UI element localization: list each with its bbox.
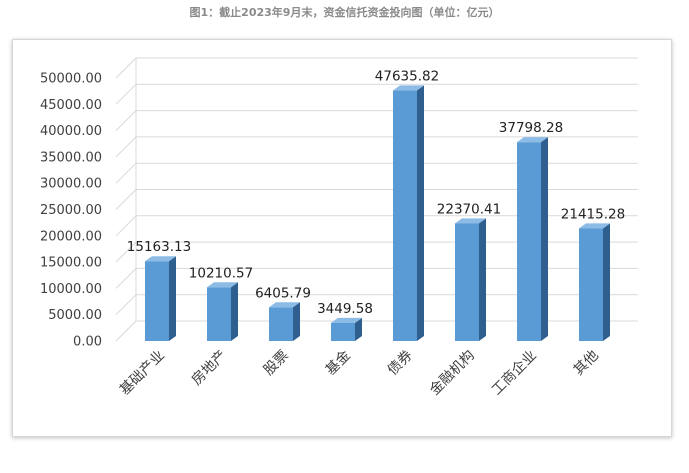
y-tick-label: 30000.00 <box>40 177 102 192</box>
bar <box>331 317 362 341</box>
bar-front <box>207 287 231 341</box>
bar <box>145 256 176 341</box>
bar-top <box>145 256 176 262</box>
bar <box>269 302 300 341</box>
x-tick-label: 基础产业 <box>116 347 168 399</box>
x-tick-label: 其他 <box>571 348 602 379</box>
bar <box>517 137 548 341</box>
bar-front <box>517 142 541 341</box>
data-label: 37798.28 <box>499 120 563 136</box>
bar-front <box>455 223 479 341</box>
bar-top <box>269 302 300 308</box>
data-label: 47635.82 <box>375 68 439 84</box>
bar-side <box>541 137 548 341</box>
y-tick-label: 40000.00 <box>40 124 102 139</box>
gridlines <box>115 57 638 342</box>
data-label: 15163.13 <box>127 239 191 255</box>
y-tick-label: 10000.00 <box>40 282 102 297</box>
x-tick-label: 股票 <box>261 348 292 379</box>
gridline-depth <box>115 110 137 131</box>
x-tick-label: 工商企业 <box>488 347 540 399</box>
bar-side <box>417 85 424 342</box>
bar-side <box>603 223 610 341</box>
gridline-depth <box>115 189 137 210</box>
x-tick-label: 基金 <box>322 347 354 379</box>
gridline-depth <box>115 294 137 316</box>
chart-title: 图1：截止2023年9月末，资金信托资金投向图（单位：亿元） <box>189 6 500 19</box>
bars <box>145 85 610 342</box>
y-tick-label: 0.00 <box>73 335 102 350</box>
y-tick-label: 50000.00 <box>40 72 102 87</box>
bar-top <box>517 137 548 143</box>
bar-front <box>145 261 169 341</box>
gridline-depth <box>115 83 137 105</box>
y-tick-label: 15000.00 <box>40 256 102 271</box>
bar-top <box>455 218 486 224</box>
bar <box>455 218 486 341</box>
data-label: 3449.58 <box>317 301 373 317</box>
gridline-depth <box>115 162 137 184</box>
gridline-depth <box>115 320 137 342</box>
bar-front <box>331 322 355 341</box>
bar-top <box>331 317 362 323</box>
chart-frame <box>12 39 672 437</box>
gridline-depth <box>115 57 137 79</box>
bar-top <box>579 223 610 229</box>
gridline-depth <box>115 136 137 158</box>
x-tick-label: 房地产 <box>189 348 230 389</box>
x-tick-label: 金融机构 <box>427 348 478 399</box>
bar-top <box>207 282 238 288</box>
y-tick-label: 5000.00 <box>48 308 102 323</box>
y-tick-label: 20000.00 <box>40 229 102 244</box>
gridline-depth <box>115 241 137 263</box>
bar-side <box>169 256 176 341</box>
gridline-depth <box>115 268 137 289</box>
data-label: 21415.28 <box>561 206 625 222</box>
bar <box>579 223 610 341</box>
x-tick-label: 债券 <box>385 348 416 379</box>
bar-front <box>393 90 417 342</box>
bar-side <box>231 282 238 341</box>
bar <box>207 282 238 341</box>
y-tick-label: 35000.00 <box>40 150 102 165</box>
bar-front <box>579 228 603 341</box>
y-tick-label: 45000.00 <box>40 98 102 113</box>
gridline-depth <box>115 215 137 237</box>
y-tick-label: 25000.00 <box>40 203 102 218</box>
y-axis-ticks: 0.00 5000.00 10000.00 15000.00 20000.00 25000… <box>40 72 102 350</box>
data-label: 6405.79 <box>255 285 311 301</box>
bar <box>393 85 424 342</box>
bar-top <box>393 85 424 91</box>
bar-side <box>355 317 362 341</box>
data-label: 10210.57 <box>189 265 253 281</box>
bar-side <box>479 218 486 341</box>
data-label: 22370.41 <box>437 201 501 217</box>
bar-front <box>269 307 293 341</box>
bar-side <box>293 302 300 341</box>
x-axis-ticks: 基础产业 房地产 股票 基金 债券 金融机构 工商企业 其他 <box>116 347 602 399</box>
